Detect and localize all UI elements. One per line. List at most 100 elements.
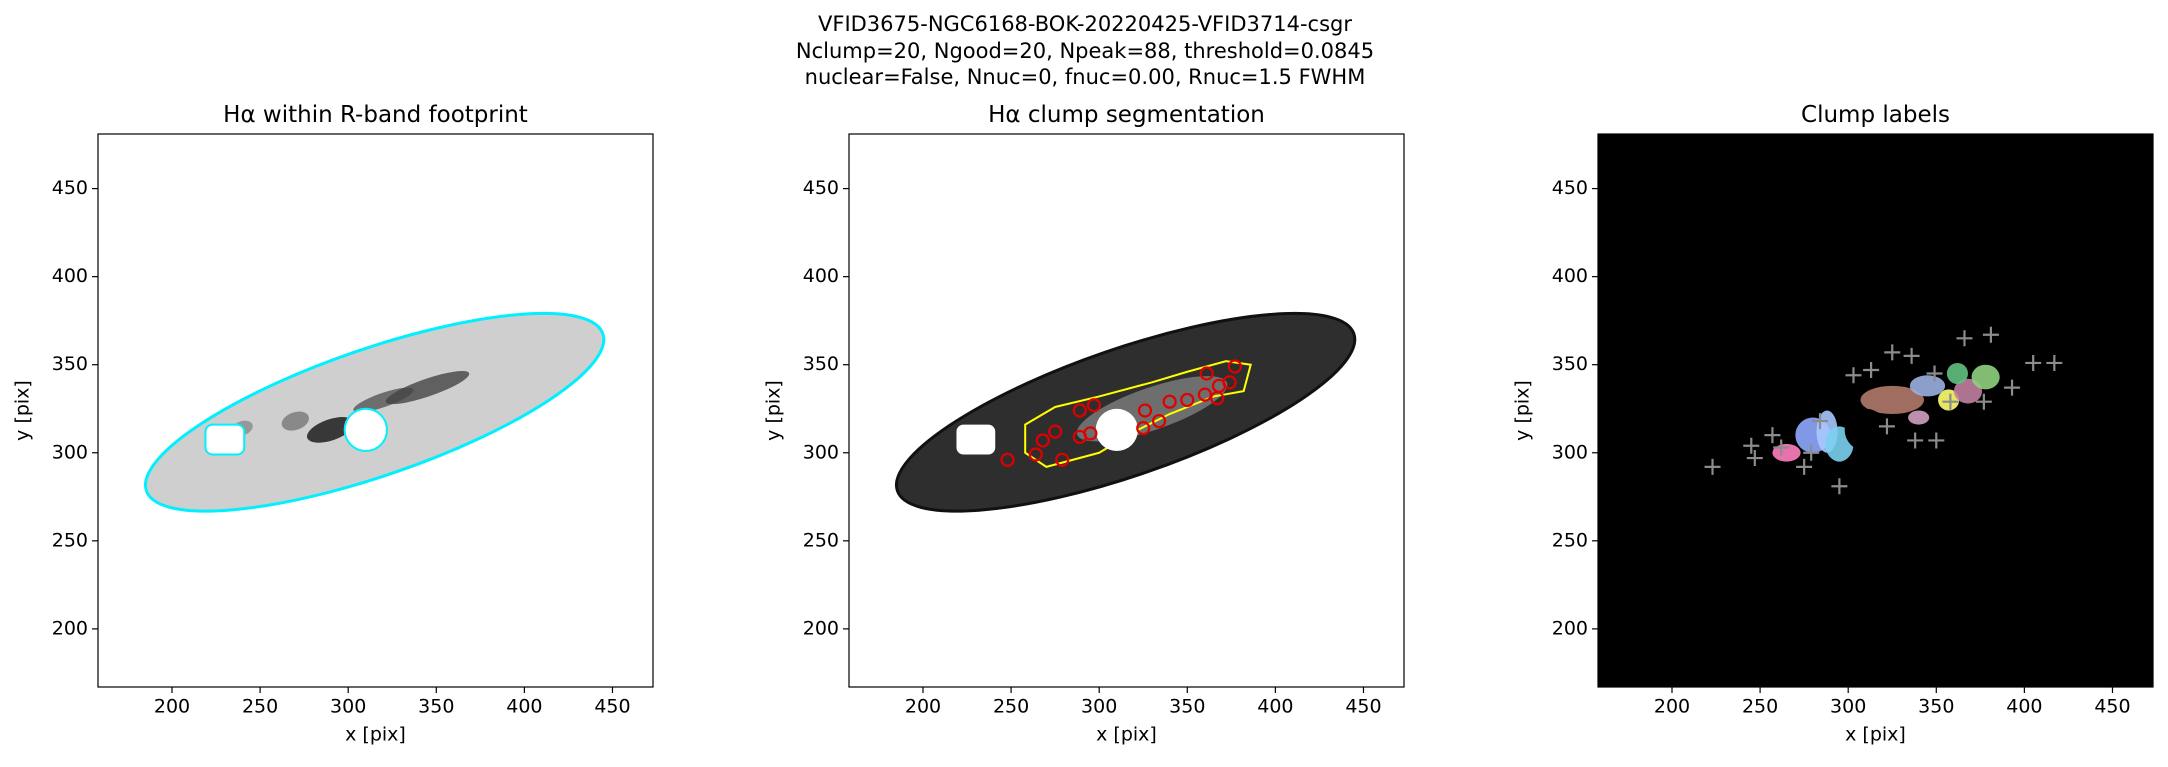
peak-marker <box>1796 458 1813 475</box>
clump-label <box>1860 385 1924 415</box>
x-tick-label: 350 <box>1918 696 1954 718</box>
x-tick-label: 300 <box>1830 696 1866 718</box>
y-tick-label: 200 <box>52 617 88 639</box>
peak-marker <box>1831 478 1848 495</box>
clump-marker <box>1028 447 1043 462</box>
emission <box>385 371 470 405</box>
mask <box>1844 408 1887 452</box>
mask <box>956 424 996 455</box>
clump-marker <box>1199 366 1214 381</box>
x-axis-label: x [pix] <box>1096 724 1157 746</box>
y-tick-label: 450 <box>1552 177 1588 199</box>
peak-marker <box>1982 326 1999 343</box>
x-tick-label: 250 <box>1742 696 1778 718</box>
peak-marker <box>1863 361 1880 378</box>
clump-marker <box>1086 398 1102 413</box>
clump-marker <box>1211 378 1227 393</box>
x-tick-label: 400 <box>1257 696 1293 718</box>
peak-marker <box>1878 418 1895 435</box>
peak-marker <box>2025 354 2042 371</box>
axes-title: Clump labels <box>1801 102 1950 128</box>
y-axis-label: y [pix] <box>763 380 785 441</box>
y-tick-label: 400 <box>803 265 839 287</box>
image <box>126 274 624 551</box>
y-tick-label: 450 <box>803 177 839 199</box>
clump-marker <box>1180 392 1195 408</box>
y-tick-label: 200 <box>1552 617 1588 639</box>
x-tick-label: 200 <box>1654 696 1690 718</box>
clump-marker <box>1197 387 1213 402</box>
clump-label <box>1971 364 2000 390</box>
clump-label <box>1908 410 1930 425</box>
clump-label <box>1909 375 1946 397</box>
x-tick-label: 200 <box>905 696 941 718</box>
peak-marker <box>1845 367 1862 384</box>
x-tick-label: 400 <box>506 696 542 718</box>
y-tick-label: 300 <box>52 441 88 463</box>
axes-frame <box>97 133 654 688</box>
emission <box>306 417 355 443</box>
panel <box>98 134 653 687</box>
x-axis-label: x [pix] <box>345 724 406 746</box>
panel <box>1598 134 2153 687</box>
x-tick-label: 450 <box>1345 696 1381 718</box>
clump-marker <box>1048 424 1063 439</box>
peak-marker <box>1975 393 1992 410</box>
axes-frame <box>1597 133 2154 688</box>
clump-marker <box>1055 452 1070 467</box>
y-tick-label: 300 <box>803 441 839 463</box>
peak-marker <box>1743 437 1760 454</box>
emission <box>281 411 309 431</box>
x-tick-label: 450 <box>594 696 630 718</box>
peak-marker <box>2046 354 2063 371</box>
peak-marker <box>1812 413 1828 430</box>
mask <box>345 409 387 451</box>
y-tick-label: 350 <box>803 353 839 375</box>
peak-marker <box>1803 444 1820 461</box>
axes-title: Hα clump segmentation <box>988 102 1265 128</box>
y-axis-label: y [pix] <box>1512 380 1534 441</box>
y-tick-label: 450 <box>52 177 88 199</box>
x-tick-label: 250 <box>242 696 278 718</box>
x-tick-label: 450 <box>2094 696 2130 718</box>
clump-marker <box>1136 421 1151 436</box>
suptitle: nuclear=False, Nnuc=0, fnuc=0.00, Rnuc=1… <box>805 65 1366 89</box>
suptitle: VFID3675-NGC6168-BOK-20220425-VFID3714-c… <box>818 12 1352 36</box>
y-tick-label: 350 <box>1552 353 1588 375</box>
peak-marker <box>1704 458 1721 475</box>
axes-title: Hα within R-band footprint <box>223 102 528 128</box>
y-tick-label: 200 <box>803 617 839 639</box>
peak-marker <box>1956 330 1973 347</box>
mask <box>205 425 244 455</box>
clump-marker <box>1072 403 1087 418</box>
x-tick-label: 400 <box>2006 696 2042 718</box>
image <box>1772 362 2000 462</box>
y-tick-label: 300 <box>1552 441 1588 463</box>
clump-marker <box>1083 426 1098 441</box>
peak-marker <box>1926 365 1943 382</box>
x-tick-label: 250 <box>993 696 1029 718</box>
y-tick-label: 250 <box>803 529 839 551</box>
peak-marker <box>1907 432 1924 449</box>
peak-marker <box>1903 347 1920 364</box>
peak-marker <box>2004 379 2021 396</box>
x-tick-label: 350 <box>1169 696 1205 718</box>
y-tick-label: 250 <box>1552 529 1588 551</box>
suptitle: Nclump=20, Ngood=20, Npeak=88, threshold… <box>796 39 1374 63</box>
x-tick-label: 300 <box>330 696 366 718</box>
peak-marker <box>1764 427 1781 444</box>
x-tick-label: 350 <box>418 696 454 718</box>
clump-marker <box>1151 413 1167 429</box>
x-tick-label: 200 <box>154 696 190 718</box>
peak-marker <box>1746 450 1763 467</box>
y-tick-label: 400 <box>1552 265 1588 287</box>
y-tick-label: 350 <box>52 353 88 375</box>
panel <box>849 134 1404 687</box>
clump-marker <box>1137 403 1153 418</box>
x-axis-label: x [pix] <box>1845 724 1906 746</box>
peak-marker <box>1942 393 1959 410</box>
y-tick-label: 400 <box>52 265 88 287</box>
peak-marker <box>1884 344 1901 361</box>
y-axis-label: y [pix] <box>12 380 34 441</box>
